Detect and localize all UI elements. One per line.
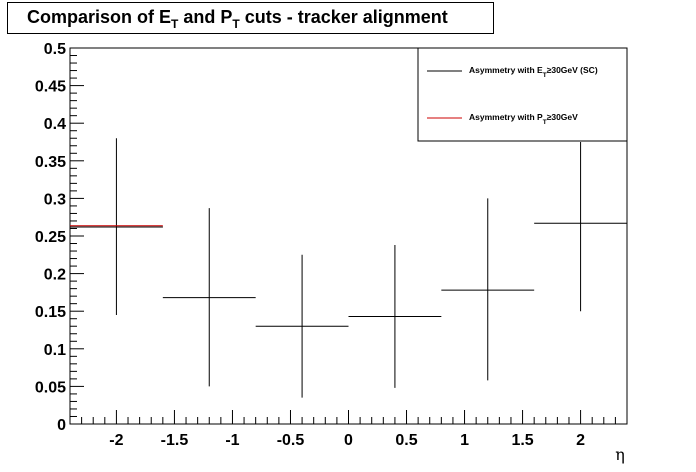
y-tick-label: 0.5	[44, 41, 66, 58]
y-tick-label: 0.35	[35, 154, 66, 171]
x-tick-label: 0	[344, 432, 353, 449]
data-point	[255, 254, 349, 398]
y-tick-label: 0.05	[35, 379, 66, 396]
chart-title-box: Comparison of ET and PT cuts - tracker a…	[7, 2, 494, 34]
y-tick-label: 0.25	[35, 229, 66, 246]
data-point	[348, 245, 442, 388]
y-tick-label: 0.3	[44, 191, 66, 208]
y-tick-label: 0.4	[44, 116, 66, 133]
x-axis-title: η	[615, 445, 625, 464]
chart-title-part: and P	[178, 7, 233, 27]
legend-box	[417, 47, 628, 142]
x-tick-label: -1	[225, 432, 239, 449]
y-tick-label: 0	[57, 417, 66, 434]
x-tick-label: 1.5	[511, 432, 533, 449]
legend-label: Asymmetry with ET≥30GeV (SC)	[469, 65, 598, 79]
x-tick-label: 0.5	[395, 432, 417, 449]
x-tick-label: 1	[460, 432, 469, 449]
y-tick-label: 0.15	[35, 304, 66, 321]
chart-title-subscript: T	[171, 17, 179, 31]
x-tick-label: -2	[109, 432, 123, 449]
legend-entry: Asymmetry with PT≥30GeV	[427, 112, 578, 126]
y-tick-label: 0.2	[44, 267, 66, 284]
data-point	[70, 138, 163, 315]
data-point	[441, 198, 535, 381]
chart-title: Comparison of ET and PT cuts - tracker a…	[27, 7, 448, 31]
data-point	[162, 208, 256, 387]
legend-label: Asymmetry with PT≥30GeV	[469, 112, 578, 126]
y-tick-label: 0.1	[44, 342, 66, 359]
x-tick-label: 2	[576, 432, 585, 449]
x-tick-label: -1.5	[161, 432, 189, 449]
y-tick-label: 0.45	[35, 79, 66, 96]
chart-title-part: Comparison of E	[27, 7, 172, 27]
x-tick-label: -0.5	[277, 432, 305, 449]
data-point	[534, 142, 627, 312]
chart-title-subscript: T	[232, 17, 240, 31]
legend-entry: Asymmetry with ET≥30GeV (SC)	[427, 65, 598, 79]
chart-title-part: cuts - tracker alignment	[239, 7, 448, 27]
